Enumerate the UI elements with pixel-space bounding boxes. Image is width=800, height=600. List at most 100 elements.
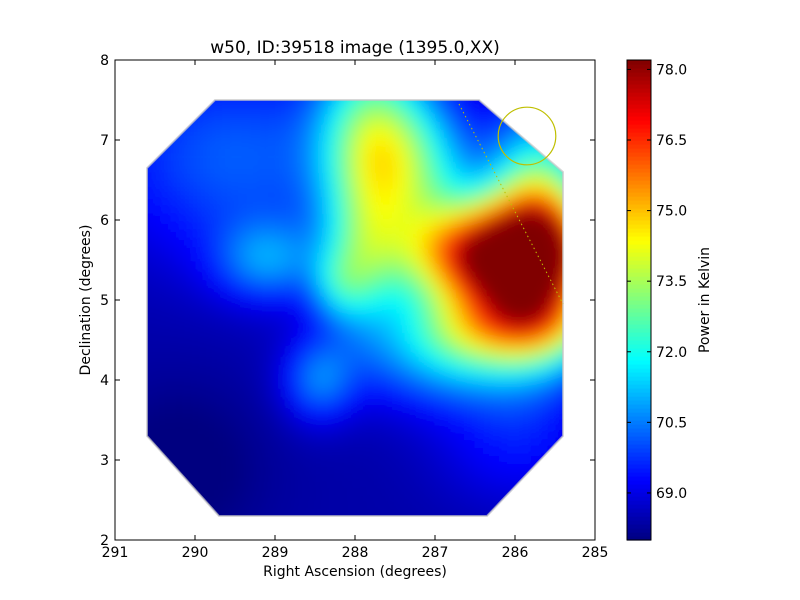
heatmap-cell [275, 468, 284, 477]
heatmap-cell [243, 444, 252, 453]
heatmap-cell [379, 428, 388, 437]
heatmap-cell [491, 244, 500, 253]
heatmap-cell [211, 460, 220, 469]
heatmap-cell [251, 420, 260, 429]
heatmap-cell [451, 356, 460, 365]
heatmap-cell [539, 228, 548, 237]
heatmap-cell [227, 164, 236, 173]
heatmap-cell [195, 332, 204, 341]
heatmap-cell [235, 252, 244, 261]
heatmap-cell [163, 428, 172, 437]
heatmap-cell [243, 380, 252, 389]
heatmap-cell [339, 460, 348, 469]
heatmap-cell [315, 468, 324, 477]
heatmap-cell [547, 196, 556, 205]
heatmap-cell [379, 476, 388, 485]
heatmap-cell [419, 116, 428, 125]
heatmap-cell [283, 236, 292, 245]
heatmap-cell [539, 236, 548, 245]
heatmap-cell [267, 108, 276, 117]
x-tick-label: 290 [182, 545, 209, 561]
heatmap-cell [539, 212, 548, 221]
heatmap-cell [347, 132, 356, 141]
heatmap-cell [283, 436, 292, 445]
heatmap-cell [235, 492, 244, 501]
heatmap-cell [371, 292, 380, 301]
heatmap-cell [427, 292, 436, 301]
heatmap-cell [427, 116, 436, 125]
heatmap-cell [499, 132, 508, 141]
heatmap-cell [499, 324, 508, 333]
colorbar-tick-label: 72.0 [656, 345, 687, 361]
heatmap-cell [451, 172, 460, 181]
heatmap-cell [267, 492, 276, 501]
heatmap-cell [531, 148, 540, 157]
heatmap-cell [147, 260, 156, 269]
heatmap-cell [291, 444, 300, 453]
heatmap-cell [475, 444, 484, 453]
heatmap-cell [363, 412, 372, 421]
heatmap-cell [315, 108, 324, 117]
heatmap-cell [427, 444, 436, 453]
heatmap-cell [419, 188, 428, 197]
heatmap-cell [155, 300, 164, 309]
heatmap-cell [387, 372, 396, 381]
heatmap-cell [363, 124, 372, 133]
heatmap-cell [211, 116, 220, 125]
heatmap-cell [179, 180, 188, 189]
heatmap-cell [155, 348, 164, 357]
heatmap-cell [363, 476, 372, 485]
heatmap-cell [539, 348, 548, 357]
heatmap-cell [347, 148, 356, 157]
heatmap-cell [307, 308, 316, 317]
heatmap-cell [475, 260, 484, 269]
colorbar-cell [627, 332, 651, 337]
heatmap-cell [227, 228, 236, 237]
heatmap-cell [147, 164, 156, 173]
heatmap-cell [275, 300, 284, 309]
heatmap-cell [179, 300, 188, 309]
colorbar-cell [627, 224, 651, 229]
heatmap-cell [531, 284, 540, 293]
heatmap-cell [339, 316, 348, 325]
heatmap-cell [459, 132, 468, 141]
heatmap-cell [283, 276, 292, 285]
heatmap-cell [219, 428, 228, 437]
colorbar-cell [627, 500, 651, 505]
heatmap-cell [555, 316, 563, 325]
heatmap-cell [171, 276, 180, 285]
heatmap-cell [291, 412, 300, 421]
heatmap-cell [243, 220, 252, 229]
heatmap-cell [195, 428, 204, 437]
heatmap-cell [147, 364, 156, 373]
heatmap-cell [267, 140, 276, 149]
heatmap-cell [395, 412, 404, 421]
heatmap-cell [195, 476, 204, 485]
heatmap-cell [211, 332, 220, 341]
heatmap-cell [355, 476, 364, 485]
heatmap-cell [363, 228, 372, 237]
heatmap-cell [427, 220, 436, 229]
heatmap-cell [243, 108, 252, 117]
heatmap-cell [163, 396, 172, 405]
heatmap-cell [363, 332, 372, 341]
heatmap-cell [403, 452, 412, 461]
heatmap-cell [395, 228, 404, 237]
heatmap-cell [347, 444, 356, 453]
heatmap-cell [395, 164, 404, 173]
heatmap-cell [379, 300, 388, 309]
heatmap-cell [195, 404, 204, 413]
heatmap-cell [299, 268, 308, 277]
heatmap-cell [315, 500, 324, 509]
heatmap-cell [459, 332, 468, 341]
heatmap-cell [187, 372, 196, 381]
heatmap-cell [179, 292, 188, 301]
heatmap-cell [291, 292, 300, 301]
heatmap-cell [499, 404, 508, 413]
heatmap-cell [395, 492, 404, 501]
colorbar-cell [627, 228, 651, 233]
heatmap-cell [371, 252, 380, 261]
heatmap-cell [219, 404, 228, 413]
heatmap-cell [459, 444, 468, 453]
heatmap-cell [339, 380, 348, 389]
